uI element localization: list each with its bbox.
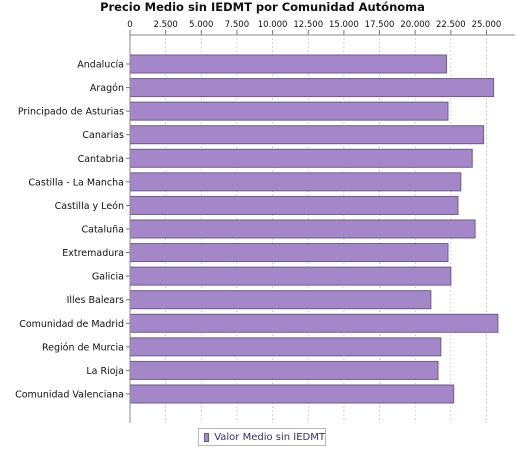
bar [129,125,485,145]
bar [129,172,462,192]
x-tick-label: 5.000 [189,20,213,30]
x-tick-label: 25.000 [472,20,502,30]
bar [129,266,452,286]
x-tick-label: 7.500 [225,20,249,30]
x-tick-label: 20.000 [400,20,430,30]
category-label: Galicia [92,272,124,283]
category-label: Castilla y León [55,201,124,212]
x-tick-label: 22.500 [436,20,466,30]
category-label: Castilla - La Mancha [28,177,124,188]
bar [129,290,432,310]
bar [129,337,442,357]
chart-title: Precio Medio sin IEDMT por Comunidad Aut… [100,0,425,14]
bar [129,219,476,239]
bar [129,54,448,74]
category-label: Principado de Asturias [18,107,124,118]
bar [129,384,455,404]
bar [129,195,459,215]
category-label: Comunidad de Madrid [19,319,124,330]
category-label: Illes Balears [67,295,124,306]
bar [129,360,439,380]
x-tick-label: 0 [127,20,132,30]
bar [129,78,495,98]
category-label: Andalucía [77,60,124,71]
category-label: Comunidad Valenciana [15,389,124,400]
category-label: Extremadura [62,248,124,259]
bar [129,148,473,168]
x-tick-label: 2.500 [153,20,177,30]
x-tick-label: 12.500 [293,20,323,30]
category-label: La Rioja [86,366,124,377]
x-tick-label: 15.000 [329,20,359,30]
x-tick-label: 17.500 [365,20,395,30]
legend-label: Valor Medio sin IEDMT [214,431,325,443]
x-tick-label: 10.000 [258,20,288,30]
category-label: Canarias [82,130,124,141]
category-label: Aragón [90,83,124,94]
category-label: Cataluña [81,224,124,235]
legend: Valor Medio sin IEDMT [198,428,326,446]
bar [129,313,499,333]
legend-swatch [204,432,210,442]
category-label: Región de Murcia [42,342,124,353]
category-label: Cantabria [78,154,124,165]
bar [129,243,449,263]
bar [129,101,449,121]
